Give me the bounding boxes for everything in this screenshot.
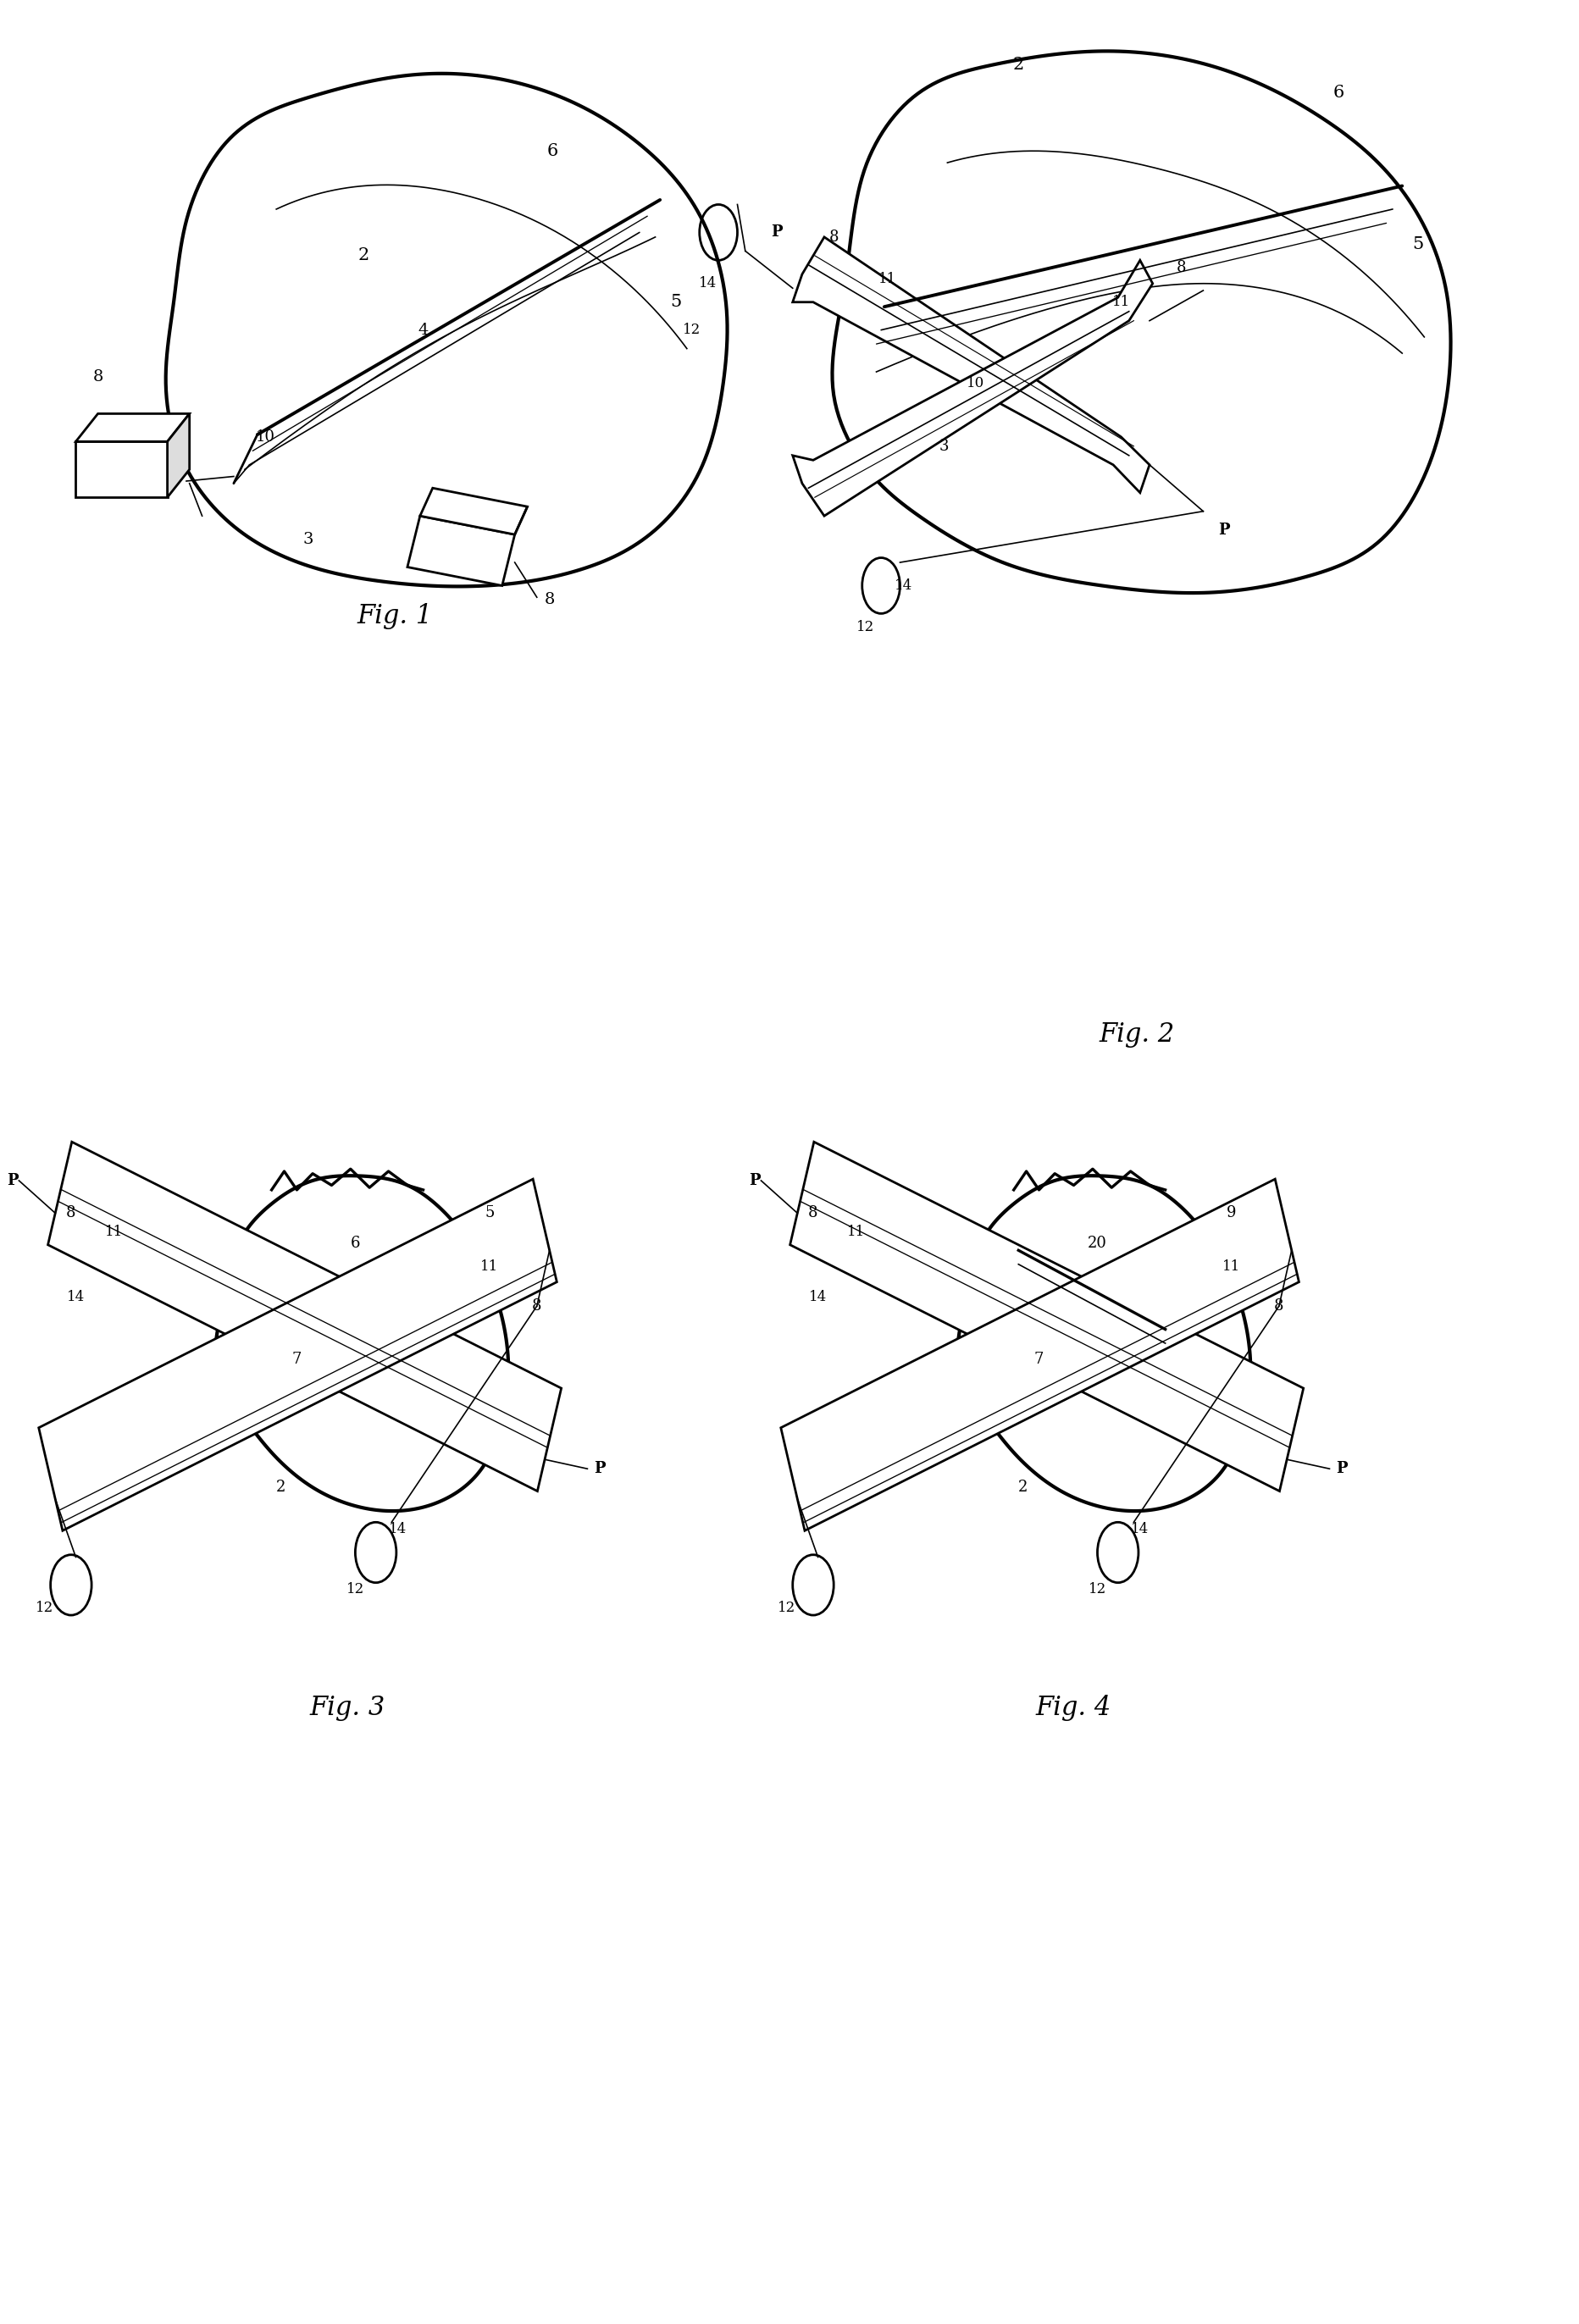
Polygon shape	[215, 1176, 508, 1511]
Text: 5: 5	[1412, 237, 1424, 251]
Polygon shape	[782, 1178, 1300, 1532]
Text: 8: 8	[1176, 260, 1186, 274]
Text: 12: 12	[35, 1601, 54, 1615]
Text: Fig. 1: Fig. 1	[357, 602, 433, 630]
Polygon shape	[420, 488, 527, 535]
Text: 8: 8	[808, 1206, 818, 1220]
Text: P: P	[6, 1174, 19, 1188]
Text: 12: 12	[856, 621, 875, 634]
Text: 2: 2	[276, 1480, 286, 1494]
Text: 14: 14	[66, 1290, 85, 1304]
Text: 11: 11	[846, 1225, 865, 1239]
Text: 11: 11	[1222, 1260, 1241, 1274]
Polygon shape	[39, 1178, 557, 1532]
Text: 2: 2	[1012, 58, 1025, 72]
Text: 8: 8	[545, 593, 554, 607]
Text: 10: 10	[256, 430, 275, 444]
Polygon shape	[47, 1141, 561, 1492]
Polygon shape	[957, 1176, 1251, 1511]
Text: 8: 8	[1274, 1299, 1284, 1313]
Text: 8: 8	[532, 1299, 542, 1313]
Text: 2: 2	[1018, 1480, 1028, 1494]
Text: Fig. 4: Fig. 4	[1036, 1694, 1112, 1722]
Text: P: P	[748, 1174, 761, 1188]
Text: 12: 12	[1088, 1583, 1107, 1597]
Text: 14: 14	[698, 277, 717, 290]
Polygon shape	[515, 507, 527, 535]
Text: P: P	[771, 225, 783, 239]
Polygon shape	[166, 74, 728, 586]
Text: Fig. 2: Fig. 2	[1099, 1020, 1175, 1048]
Text: 14: 14	[808, 1290, 827, 1304]
Polygon shape	[793, 237, 1150, 493]
Text: 14: 14	[1131, 1522, 1150, 1536]
Text: 10: 10	[966, 376, 985, 390]
Text: 11: 11	[1112, 295, 1131, 309]
Polygon shape	[76, 442, 167, 497]
Text: 5: 5	[485, 1206, 494, 1220]
Text: 12: 12	[346, 1583, 365, 1597]
Text: 20: 20	[1088, 1236, 1107, 1250]
Text: 8: 8	[829, 230, 838, 244]
Text: 2: 2	[357, 249, 369, 263]
Text: 5: 5	[669, 295, 682, 309]
Text: 6: 6	[546, 144, 559, 158]
Text: 12: 12	[777, 1601, 796, 1615]
Text: 14: 14	[388, 1522, 407, 1536]
Polygon shape	[790, 1141, 1303, 1492]
Text: P: P	[1217, 523, 1230, 537]
Text: P: P	[1336, 1462, 1348, 1476]
Text: 6: 6	[1333, 86, 1345, 100]
Text: Fig. 3: Fig. 3	[309, 1694, 385, 1722]
Text: 4: 4	[418, 323, 428, 337]
Text: 14: 14	[894, 579, 913, 593]
Polygon shape	[793, 260, 1153, 516]
Text: 11: 11	[878, 272, 897, 286]
Text: 11: 11	[104, 1225, 123, 1239]
Text: 8: 8	[66, 1206, 76, 1220]
Text: 9: 9	[1227, 1206, 1236, 1220]
Polygon shape	[407, 516, 515, 586]
Text: 3: 3	[940, 439, 949, 453]
Text: 11: 11	[480, 1260, 499, 1274]
Text: 7: 7	[292, 1353, 302, 1367]
Text: 12: 12	[682, 323, 701, 337]
Polygon shape	[76, 414, 189, 442]
Text: 8: 8	[93, 370, 103, 383]
Text: 7: 7	[1034, 1353, 1044, 1367]
Text: P: P	[594, 1462, 606, 1476]
Polygon shape	[167, 414, 189, 497]
Text: 3: 3	[303, 532, 313, 546]
Text: 6: 6	[351, 1236, 360, 1250]
Polygon shape	[832, 51, 1451, 593]
